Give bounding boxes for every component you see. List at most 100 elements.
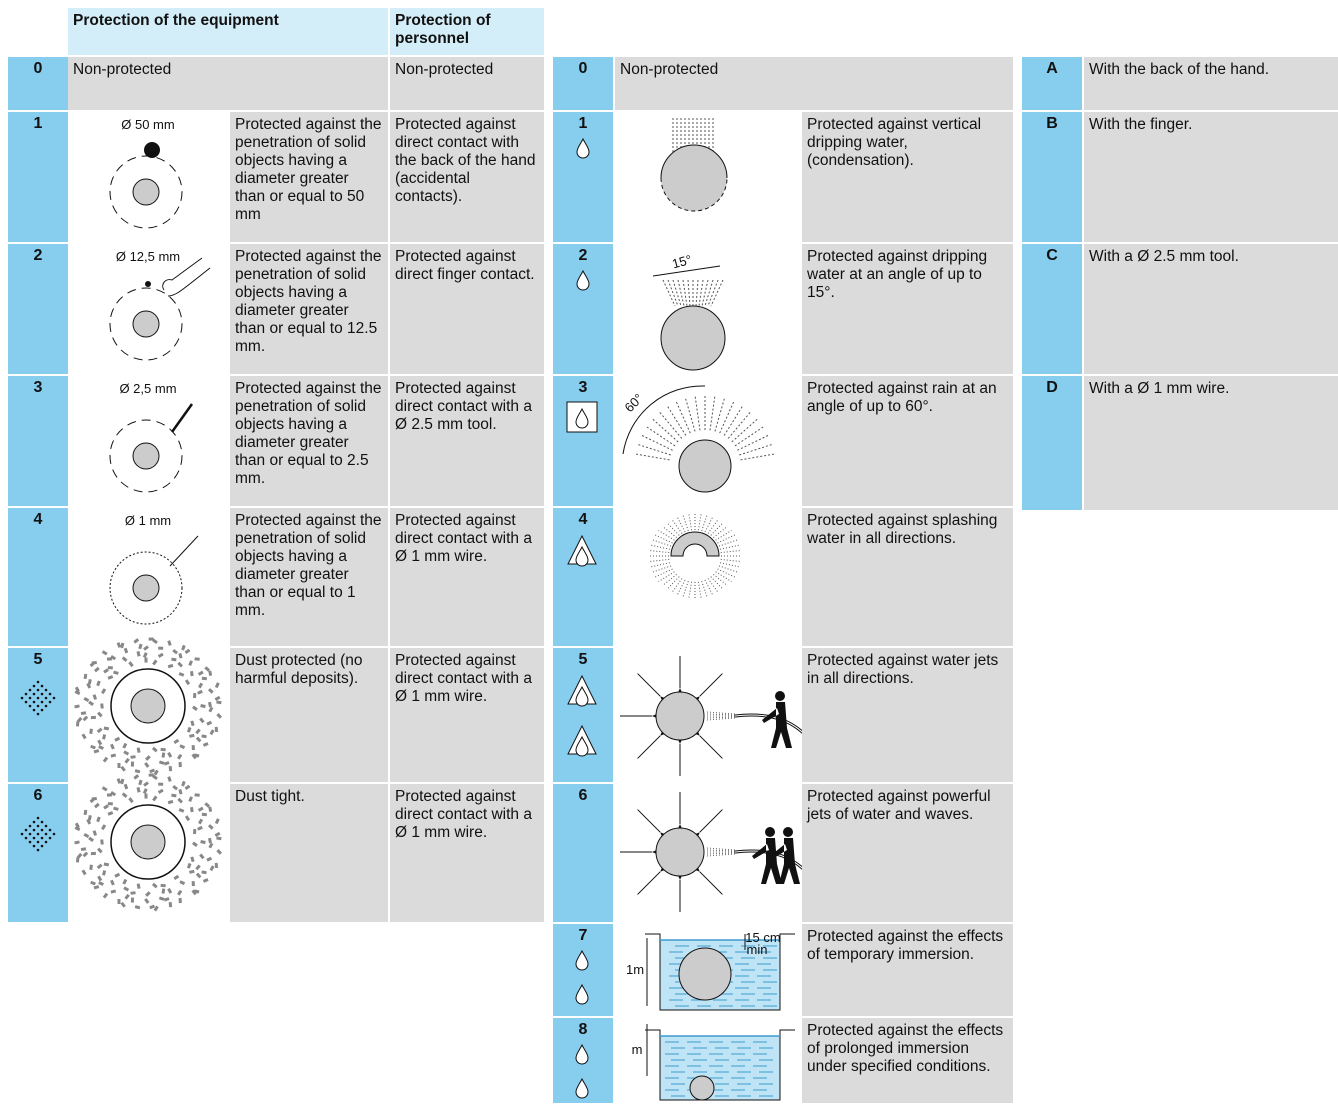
shape — [576, 269, 590, 291]
shape — [128, 661, 134, 668]
shape — [82, 715, 89, 722]
shape — [186, 726, 192, 733]
illustration: Ø 12,5 mm — [109, 249, 211, 361]
shape — [206, 720, 213, 726]
figure-label: Ø 12,5 mm — [116, 249, 180, 264]
row-code: 2 — [553, 244, 613, 374]
illustration-cell: Ø 12,5 mm — [68, 244, 228, 374]
shape — [32, 836, 36, 840]
shape — [32, 828, 36, 832]
shape — [652, 565, 672, 573]
shape — [102, 870, 107, 876]
shape — [101, 688, 107, 695]
shape — [720, 544, 740, 550]
shape — [97, 711, 103, 718]
shape — [194, 793, 200, 797]
row-code-text: 6 — [33, 787, 43, 804]
shape — [83, 696, 90, 702]
shape — [177, 797, 183, 804]
shape — [734, 425, 766, 447]
shape — [96, 863, 103, 870]
shape — [28, 832, 32, 836]
shape — [123, 886, 130, 892]
illustration: m — [632, 1024, 795, 1101]
shape — [167, 776, 172, 782]
shape — [195, 728, 201, 735]
shape — [44, 688, 48, 692]
shape — [197, 806, 204, 812]
shape — [682, 279, 688, 307]
shape — [193, 828, 197, 835]
shape — [36, 688, 40, 692]
water-text-text: Protected against rain at an angle of up… — [807, 380, 997, 415]
shape — [120, 765, 126, 772]
shape — [191, 753, 197, 760]
row-code: C — [1022, 244, 1082, 374]
illustration-cell — [615, 508, 800, 646]
shape — [208, 706, 214, 713]
shape — [124, 757, 130, 764]
shape — [36, 696, 40, 700]
shape — [199, 853, 205, 860]
figure-label: 15 cm — [745, 930, 780, 945]
shape — [100, 703, 104, 709]
shape — [184, 784, 191, 790]
shape — [116, 778, 122, 784]
shape — [637, 673, 661, 697]
shape — [783, 827, 793, 837]
column-header-text: Protection of personnel — [395, 12, 491, 47]
shape — [192, 705, 198, 711]
shape — [123, 783, 129, 790]
shape — [28, 688, 32, 692]
equipment-text-text: Dust protected (no harmful deposits). — [235, 652, 363, 687]
personnel-text: Protected against direct contact with a … — [390, 376, 544, 506]
shape — [652, 265, 721, 277]
shape — [178, 652, 183, 659]
shape — [715, 530, 732, 541]
shape — [36, 832, 40, 836]
shape — [677, 279, 685, 307]
shape — [699, 809, 723, 833]
shape — [216, 700, 222, 705]
shape — [707, 578, 719, 593]
shape — [158, 646, 164, 650]
shape — [93, 666, 100, 673]
shape — [161, 752, 166, 758]
shape — [93, 885, 100, 890]
equipment-text: Non-protected — [68, 57, 388, 110]
row-code: B — [1022, 112, 1082, 242]
access-text-text: With the finger. — [1089, 116, 1193, 133]
shape — [138, 643, 143, 650]
illustration — [620, 656, 817, 776]
personnel-text-text: Protected against direct finger contact. — [395, 248, 535, 283]
shape — [121, 792, 128, 798]
row-code: 6 — [8, 784, 68, 922]
shape — [173, 738, 180, 745]
shape — [189, 806, 194, 813]
shape — [24, 828, 28, 832]
shape — [40, 692, 44, 696]
shape — [44, 832, 48, 836]
shape — [32, 844, 36, 848]
equipment-text-text: Protected against the penetration of sol… — [235, 380, 382, 487]
row-code: 4 — [8, 508, 68, 646]
shape — [739, 443, 774, 456]
shape — [775, 691, 785, 701]
figure-label: Ø 1 mm — [125, 513, 171, 528]
shape — [132, 574, 160, 602]
shape — [214, 862, 219, 869]
access-text: With a Ø 1 mm wire. — [1084, 376, 1338, 510]
shape — [654, 534, 673, 544]
figure-label: min — [747, 942, 768, 957]
shape — [197, 670, 204, 676]
shape — [74, 840, 80, 845]
shape — [575, 983, 589, 1005]
shape — [189, 733, 195, 738]
shape — [167, 751, 173, 758]
shape — [179, 744, 186, 750]
shape — [184, 815, 191, 822]
personnel-text-text: Protected against direct contact with a … — [395, 512, 532, 565]
row-code-text: C — [1046, 247, 1058, 264]
shape — [193, 692, 197, 699]
shape — [723, 404, 744, 436]
